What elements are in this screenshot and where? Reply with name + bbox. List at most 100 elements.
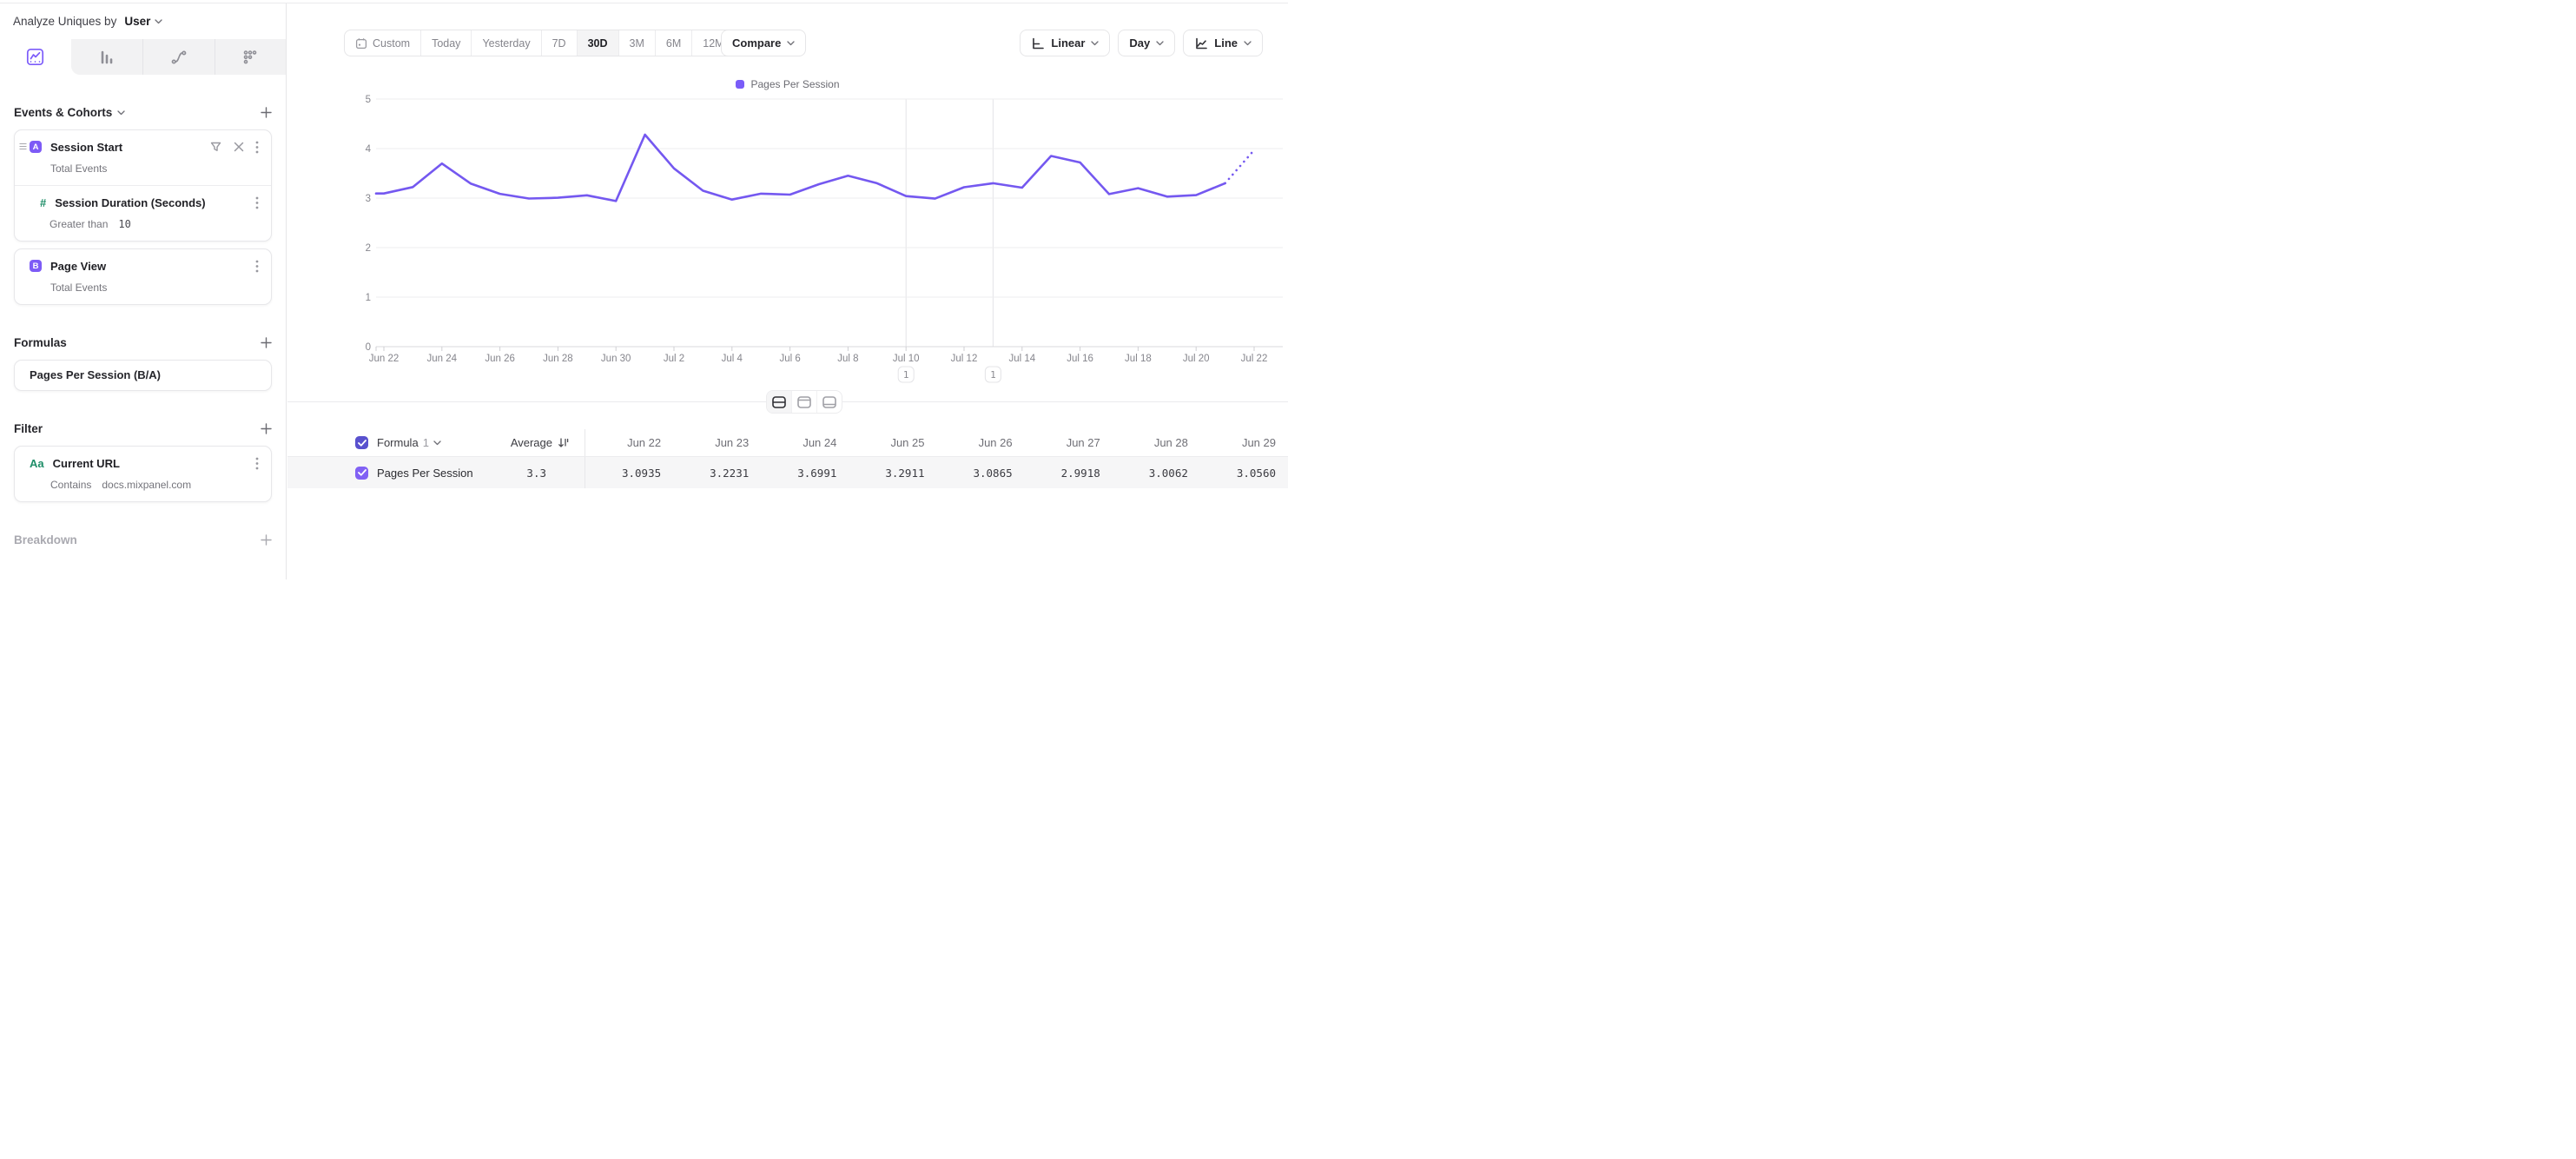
filter-property-name[interactable]: Current URL (52, 456, 120, 470)
filter-icon[interactable] (209, 141, 222, 154)
date-column-header[interactable]: Jun 23 (715, 436, 750, 449)
event-card-page-view[interactable]: B Page View Total Events (14, 248, 272, 305)
filter-card-current-url[interactable]: Aa Current URL Contains docs.mixpanel.co… (14, 446, 272, 502)
chevron-down-icon[interactable] (155, 18, 163, 24)
analyze-value-dropdown[interactable]: User (124, 15, 151, 28)
tab-bar-chart[interactable] (71, 39, 143, 75)
add-filter-button[interactable] (261, 423, 272, 434)
x-axis-label: Jul 2 (664, 354, 684, 364)
group-selector[interactable]: Formula 1 (368, 436, 480, 449)
property-operator[interactable]: Greater than (50, 218, 109, 230)
date-column-header[interactable]: Jun 22 (627, 436, 662, 449)
sort-descending-icon (558, 437, 569, 448)
table-row[interactable]: Pages Per Session 3.3 3.0935 3.2231 3.6991… (287, 457, 1288, 488)
formulas-section-title: Formulas (14, 336, 67, 349)
x-axis-label: Jun 26 (485, 354, 515, 364)
annotation-badge[interactable] (897, 366, 915, 383)
event-card-session-start[interactable]: A Session Start (14, 129, 272, 242)
dot-grid-icon (241, 49, 259, 66)
kebab-menu-icon[interactable] (255, 196, 259, 209)
table-header-row: Formula 1 Average Jun 22 Jun 23 Jun 24 Jun … (287, 429, 1288, 457)
y-axis-label: 5 (366, 95, 371, 105)
add-formula-button[interactable] (261, 337, 272, 348)
date-column-header[interactable]: Jun 28 (1153, 436, 1188, 449)
series-line[interactable] (374, 133, 1226, 202)
x-axis-label: Jul 20 (1183, 354, 1210, 364)
insights-report-page: Analyze Uniques by User (0, 0, 1288, 580)
kebab-menu-icon[interactable] (255, 260, 259, 273)
x-axis-label: Jul 14 (1008, 354, 1035, 364)
numeric-property-icon: # (40, 195, 47, 209)
formula-name: Pages Per Session (B/A) (30, 368, 161, 381)
add-breakdown-button[interactable] (261, 534, 272, 546)
range-custom[interactable]: Custom (345, 30, 420, 56)
event-aggregation[interactable]: Total Events (50, 162, 108, 175)
range-today[interactable]: Today (420, 30, 471, 56)
date-column-header[interactable]: Jun 26 (978, 436, 1013, 449)
range-30d[interactable]: 30D (576, 30, 618, 56)
property-session-duration: # Session Duration (Seconds) Greater tha… (15, 186, 271, 241)
table-cell-value: 3.0560 (1236, 466, 1276, 480)
filter-value[interactable]: docs.mixpanel.com (102, 479, 192, 491)
kebab-menu-icon[interactable] (255, 457, 259, 470)
tab-line-chart[interactable] (0, 39, 71, 75)
drag-handle-icon[interactable] (19, 142, 27, 150)
kebab-menu-icon[interactable] (255, 141, 259, 154)
x-axis-label: Jul 10 (893, 354, 920, 364)
event-aggregation[interactable]: Total Events (50, 281, 108, 294)
chart-legend[interactable]: Pages Per Session (287, 78, 1288, 90)
chevron-down-icon[interactable] (117, 109, 125, 116)
range-yesterday[interactable]: Yesterday (471, 30, 540, 56)
date-column-header[interactable]: Jun 29 (1241, 436, 1276, 449)
event-letter-badge: B (30, 260, 42, 272)
filter-operator[interactable]: Contains (50, 479, 92, 491)
linear-scale-icon (1031, 36, 1045, 50)
chevron-down-icon (433, 440, 441, 446)
event-letter-badge: A (30, 141, 42, 153)
table-cell-value: 3.2231 (710, 466, 750, 480)
y-axis-label: 2 (366, 243, 371, 254)
x-axis-label: Jul 18 (1125, 354, 1152, 364)
range-12m[interactable]: 12M (691, 30, 734, 56)
line-style-icon (1194, 36, 1208, 50)
remove-icon[interactable] (234, 142, 244, 152)
table-cell-value: 3.0062 (1148, 466, 1188, 480)
x-axis-label: Jul 22 (1241, 354, 1268, 364)
toggle-split-view[interactable] (767, 391, 791, 413)
select-all-checkbox[interactable] (355, 436, 368, 449)
scale-dropdown[interactable]: Linear (1020, 30, 1111, 56)
average-column-header[interactable]: Average (480, 436, 585, 449)
results-table: Formula 1 Average Jun 22 Jun 23 Jun 24 Jun … (287, 429, 1288, 488)
property-value[interactable]: 10 (118, 218, 131, 230)
flow-chart-icon (170, 49, 188, 66)
toggle-table-view[interactable] (816, 391, 842, 413)
compare-button[interactable]: Compare (721, 30, 807, 56)
x-axis-label: Jul 16 (1067, 354, 1093, 364)
chart-style-dropdown[interactable]: Line (1183, 30, 1263, 56)
property-name[interactable]: Session Duration (Seconds) (55, 195, 206, 209)
date-column-header[interactable]: Jun 25 (890, 436, 925, 449)
breakdown-section-title: Breakdown (14, 533, 77, 546)
y-axis-label: 3 (366, 194, 371, 204)
range-6m[interactable]: 6M (654, 30, 691, 56)
tab-flow-chart[interactable] (142, 39, 215, 75)
event-name[interactable]: Page View (50, 259, 107, 273)
annotation-badge[interactable] (984, 366, 1001, 383)
line-chart[interactable]: 0 1 2 3 4 5 Jun 22 Jun 24 Jun 26 Jun 28 Jun 30 Jul … (287, 73, 1288, 386)
add-event-button[interactable] (261, 107, 272, 118)
chevron-down-icon (1091, 40, 1100, 46)
date-column-header[interactable]: Jun 24 (803, 436, 837, 449)
range-7d[interactable]: 7D (540, 30, 577, 56)
row-checkbox[interactable] (355, 466, 368, 480)
range-3m[interactable]: 3M (618, 30, 655, 56)
x-axis-label: Jun 30 (601, 354, 631, 364)
y-axis-label: 0 (366, 342, 371, 353)
string-property-icon: Aa (30, 456, 44, 470)
toggle-chart-view[interactable] (791, 391, 816, 413)
event-name[interactable]: Session Start (50, 140, 123, 154)
x-axis-label: Jun 24 (427, 354, 458, 364)
date-column-header[interactable]: Jun 27 (1066, 436, 1100, 449)
tab-dot-grid[interactable] (214, 39, 287, 75)
granularity-dropdown[interactable]: Day (1118, 30, 1176, 56)
formula-card[interactable]: Pages Per Session (B/A) (14, 360, 272, 391)
